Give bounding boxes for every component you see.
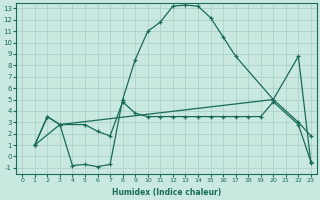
X-axis label: Humidex (Indice chaleur): Humidex (Indice chaleur) [112,188,221,197]
